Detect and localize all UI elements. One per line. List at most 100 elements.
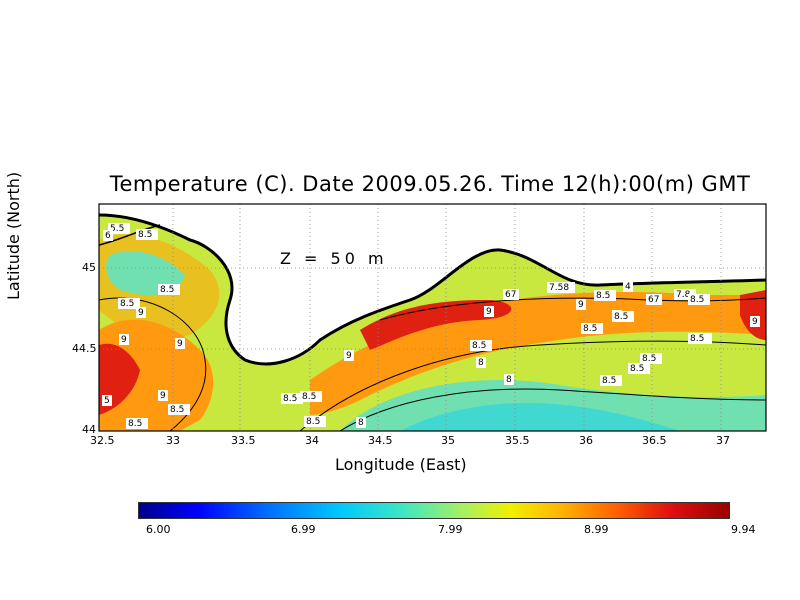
contour-label: 8.5 [690,295,704,305]
x-tick-label: 34.5 [368,434,393,447]
contour-label-bg [503,289,519,300]
contour-label-bg [281,393,303,404]
x-tick-label: 36 [579,434,593,447]
contour-label: 7.8 [676,290,691,300]
x-tick-label: 32.5 [90,434,115,447]
contour-label-bg [750,316,760,327]
contour-label: 9 [486,307,492,317]
x-tick-label: 35.5 [505,434,530,447]
x-tick-label: 33 [166,434,180,447]
contour-label: 67 [648,295,659,305]
contour-label-bg [119,334,129,345]
contour-label-bg [300,391,322,402]
contour-label: 5 [104,396,110,406]
contour-label: 5.5 [110,224,124,234]
contour-label-bg [102,395,112,406]
contour-label: 8.5 [614,312,628,322]
contour-label: 6 [105,231,111,241]
x-axis-label: Longitude (East) [335,455,467,474]
contour-label: 8.5 [302,392,316,402]
x-tick-label: 34 [305,434,319,447]
colorbar-tick-label: 7.99 [438,523,463,536]
contour-label: 8 [506,375,512,385]
x-tick-label: 37 [716,434,730,447]
contour-label-bg [136,307,146,318]
crimea-land [99,204,766,364]
contour-label-bg [476,357,486,368]
contour-label: 8.5 [160,285,174,295]
contour-label: 8.5 [306,417,320,427]
contour-label: 67 [505,290,516,300]
contour-label: 8.5 [138,230,152,240]
contour-label-bg [484,306,494,317]
coastal-hot-band [360,300,512,350]
contour-line [339,388,766,431]
contour-label-bg [688,333,710,344]
x-tick-label: 33.5 [231,434,256,447]
contour-label: 7.58 [549,283,569,293]
contour-label: 8.5 [170,405,184,415]
contour-label-bg [547,282,575,293]
contour-label: 8 [478,358,484,368]
colorbar [138,502,730,519]
x-tick-label: 36.5 [642,434,667,447]
contour-label: 9 [138,308,144,318]
y-tick-label: 45 [82,261,96,274]
contour-label: 8.5 [690,334,704,344]
contour-label-bg [646,294,662,305]
contour-label-bg [304,416,326,427]
contour-label: 8.5 [128,419,142,429]
contour-label: 8.5 [472,341,486,351]
contour-label-bg [175,338,185,349]
contour-label: 8.5 [602,376,616,386]
contour-label: 8.5 [596,291,610,301]
chart-title: Temperature (C). Date 2009.05.26. Time 1… [109,172,751,196]
contour-label: 4 [625,282,631,292]
contour-label: 9 [177,339,183,349]
colorbar-tick-label: 9.94 [731,523,756,536]
contour-label: 9 [346,351,352,361]
colorbar-tick-label: 6.00 [146,523,171,536]
contour-label-bg [600,375,622,386]
contour-label-bg [136,229,158,240]
contour-label: 8 [358,418,364,428]
contour-label-bg [103,230,113,241]
plot-frame [98,203,767,432]
coolest-water-region [400,402,680,431]
contour-label-bg [470,340,492,351]
contour-label-bg [356,417,366,428]
x-tick-label: 35 [441,434,455,447]
coastline [99,213,766,366]
contour-label-bg [623,281,633,292]
colorbar-tick-label: 8.99 [584,523,609,536]
contour-label: 9 [752,317,758,327]
contour-label-bg [158,284,180,295]
contour-label-bg [118,298,140,309]
contour-label-bg [640,353,662,364]
coastline-detail [99,224,161,246]
contour-label-bg [576,299,586,310]
contour-label-bg [504,374,514,385]
y-axis-label: Latitude (North) [4,171,23,300]
contour-label-bg [168,404,190,415]
contour-label-bg [158,390,168,401]
depth-label: Z = 50 m [280,249,388,268]
contour-label: 8.5 [630,364,644,374]
y-tick-label: 44.5 [72,342,97,355]
contour-label-bg [674,289,696,300]
contour-label-bg [581,323,603,334]
contour-label-bg [628,363,650,374]
contour-label-bg [612,311,634,322]
y-tick-label: 44 [82,423,96,436]
contour-label-bg [688,294,710,305]
contour-label: 8.5 [283,394,297,404]
contour-label: 8.5 [642,354,656,364]
contour-label-bg [594,290,616,301]
east-hot-patch [740,290,766,340]
contour-label: 8.5 [120,299,134,309]
contour-label: 9 [160,391,166,401]
contour-label: 9 [578,300,584,310]
contour-label: 8.5 [583,324,597,334]
